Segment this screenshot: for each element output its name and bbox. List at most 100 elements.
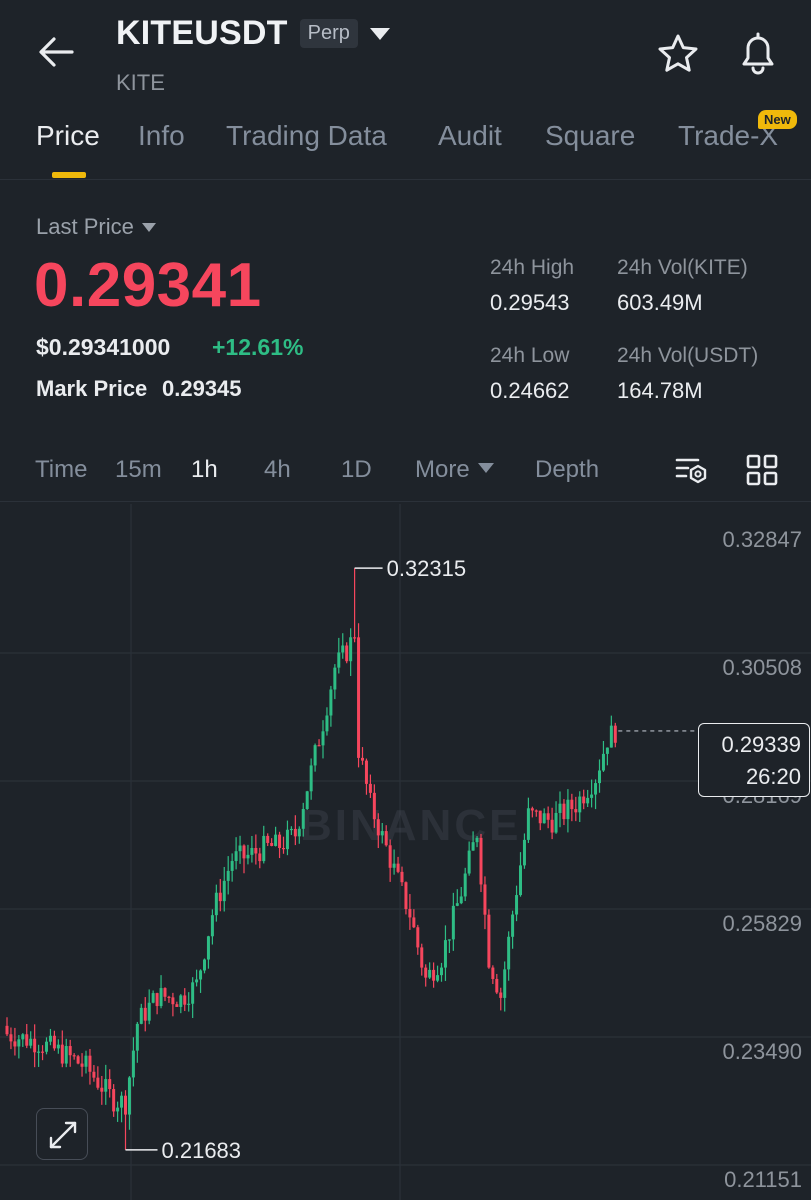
bell-icon[interactable] xyxy=(736,30,780,76)
candle-body xyxy=(471,842,475,851)
interval-1d[interactable]: 1D xyxy=(341,456,372,483)
candle-body xyxy=(187,1003,191,1005)
candle-body xyxy=(92,1071,96,1078)
candle-body xyxy=(601,753,605,771)
candle-body xyxy=(68,1046,72,1056)
candle-body xyxy=(100,1087,104,1092)
candle-body xyxy=(337,652,341,668)
low-marker-label: 0.21683 xyxy=(162,1138,242,1163)
back-arrow-icon[interactable] xyxy=(36,32,76,72)
candle-body xyxy=(13,1041,17,1047)
favorite-star-icon[interactable] xyxy=(656,32,700,76)
candle-body xyxy=(214,892,218,916)
candle-body xyxy=(226,870,230,881)
candle-body xyxy=(609,725,613,748)
vol-base-label: 24h Vol(KITE) xyxy=(617,256,748,279)
candle-body xyxy=(424,967,428,978)
high-24h-value: 0.29543 xyxy=(490,290,570,315)
tab-square[interactable]: Square xyxy=(545,120,636,151)
candle-body xyxy=(321,731,325,746)
header: KITEUSDT Perp KITE xyxy=(0,0,811,110)
candle-body xyxy=(246,854,250,859)
tab-trading-data[interactable]: Trading Data xyxy=(226,120,387,151)
candle-body xyxy=(495,978,499,993)
candle-body xyxy=(131,1050,135,1078)
candle-body xyxy=(357,637,361,758)
candle-body xyxy=(147,1002,151,1021)
candle-body xyxy=(210,915,214,937)
candle-body xyxy=(550,819,554,833)
candles-group xyxy=(5,568,617,1150)
tab-price[interactable]: Price xyxy=(36,120,100,151)
base-asset-label: KITE xyxy=(116,70,165,95)
candle-body xyxy=(542,813,546,824)
fullscreen-button[interactable] xyxy=(36,1108,88,1160)
interval-4h[interactable]: 4h xyxy=(264,456,291,483)
candlestick-chart[interactable]: BINANCE 0.328470.305080.281690.258290.23… xyxy=(0,504,811,1200)
candle-body xyxy=(463,873,467,897)
candle-body xyxy=(191,982,195,1004)
candle-body xyxy=(21,1034,25,1040)
usd-price-value: $0.29341000 xyxy=(36,334,171,360)
interval-time[interactable]: Time xyxy=(35,456,88,483)
candle-body xyxy=(574,809,578,813)
y-axis-tick-label: 0.25829 xyxy=(722,911,802,936)
candle-body xyxy=(258,853,262,862)
candle-body xyxy=(52,1035,56,1049)
candle-body xyxy=(361,757,364,761)
interval-15m[interactable]: 15m xyxy=(115,456,162,483)
candle-body xyxy=(432,969,436,981)
candle-body xyxy=(230,861,234,871)
candle-body xyxy=(459,896,463,904)
candle-body xyxy=(392,863,396,868)
candle-body xyxy=(546,813,550,820)
candle-body xyxy=(578,796,582,813)
interval-depth[interactable]: Depth xyxy=(535,456,600,483)
contract-type-badge: Perp xyxy=(299,19,358,48)
grid-layout-icon[interactable] xyxy=(744,452,780,488)
candle-body xyxy=(566,799,570,820)
candle-body xyxy=(9,1034,13,1042)
last-price-selector[interactable]: Last Price xyxy=(36,214,156,240)
candle-body xyxy=(613,725,617,743)
candle-body xyxy=(199,970,203,980)
tab-audit[interactable]: Audit xyxy=(438,120,502,151)
candle-body xyxy=(372,792,376,820)
candle-body xyxy=(455,903,459,906)
candle-body xyxy=(408,909,412,918)
candle-body xyxy=(428,969,432,978)
candle-body xyxy=(127,1077,131,1115)
symbol-selector[interactable]: KITEUSDT Perp xyxy=(116,14,390,53)
candle-body xyxy=(254,847,258,854)
interval-1h[interactable]: 1h xyxy=(191,456,218,483)
y-axis-tick-label: 0.23490 xyxy=(722,1039,802,1064)
candle-body xyxy=(270,842,274,846)
candle-body xyxy=(124,1095,127,1115)
candle-body xyxy=(195,979,199,983)
expand-icon xyxy=(49,1121,77,1149)
vol-quote-value: 164.78M xyxy=(617,378,703,403)
interval-more[interactable]: More xyxy=(415,456,494,484)
candle-body xyxy=(48,1035,52,1042)
candle-body xyxy=(274,834,278,846)
candle-body xyxy=(278,834,282,848)
candle-body xyxy=(163,988,167,997)
candle-body xyxy=(285,829,289,850)
candle-body xyxy=(289,828,293,831)
chart-settings-icon[interactable] xyxy=(674,452,710,488)
candle-body xyxy=(443,940,447,968)
candle-body xyxy=(499,992,503,998)
candle-body xyxy=(56,1044,60,1049)
price-markers: 0.32315 0.21683 xyxy=(125,556,697,1163)
candle-body xyxy=(582,796,586,804)
tab-info[interactable]: Info xyxy=(138,120,185,151)
candle-body xyxy=(345,645,349,662)
candle-body xyxy=(313,745,317,766)
candle-body xyxy=(594,783,598,795)
candle-body xyxy=(475,837,479,843)
candle-body xyxy=(519,865,522,896)
candle-body xyxy=(554,812,558,833)
candle-body xyxy=(487,914,491,968)
candle-body xyxy=(76,1056,80,1064)
chevron-down-icon xyxy=(369,27,390,40)
